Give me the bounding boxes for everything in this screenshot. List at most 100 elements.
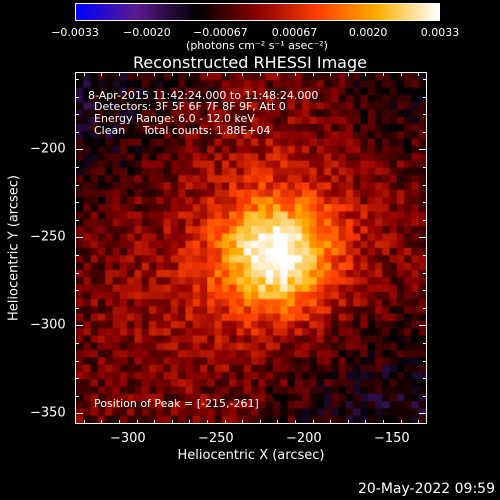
tick-mark bbox=[224, 72, 226, 76]
y-tick-label: −350 bbox=[30, 405, 66, 421]
y-tick-label: −250 bbox=[30, 229, 66, 245]
tick-mark bbox=[75, 96, 79, 98]
colorbar-tick-label: −0.0033 bbox=[51, 26, 99, 39]
colorbar-tick-label: 0.0033 bbox=[420, 26, 460, 39]
tick-mark bbox=[423, 360, 427, 362]
y-tick-label: −300 bbox=[30, 317, 66, 333]
tick-mark bbox=[330, 72, 332, 76]
tick-mark bbox=[75, 114, 79, 116]
tick-mark bbox=[119, 420, 120, 424]
colorbar-tick-label: −0.0020 bbox=[123, 26, 171, 39]
tick-mark bbox=[242, 420, 244, 424]
info-time-range: 8-Apr-2015 11:42:24.000 to 11:48:24.000 bbox=[88, 89, 319, 102]
tick-mark bbox=[295, 72, 296, 76]
tick-mark bbox=[365, 72, 367, 76]
tick-mark bbox=[423, 307, 427, 309]
tick-mark bbox=[75, 184, 79, 186]
tick-mark bbox=[101, 72, 103, 76]
colorbar-gradient bbox=[76, 4, 439, 20]
tick-mark bbox=[423, 96, 427, 98]
tick-mark bbox=[277, 72, 279, 76]
tick-mark bbox=[423, 114, 427, 116]
tick-mark bbox=[207, 420, 208, 424]
tick-mark bbox=[423, 343, 427, 345]
tick-mark bbox=[75, 237, 83, 239]
tick-mark bbox=[295, 420, 296, 424]
tick-mark bbox=[419, 325, 427, 327]
tick-mark bbox=[418, 420, 420, 424]
tick-mark bbox=[400, 72, 402, 76]
x-tick-label: −250 bbox=[197, 431, 234, 446]
tick-mark bbox=[136, 72, 138, 76]
colorbar-tick-label: 0.00067 bbox=[271, 26, 318, 39]
tick-mark bbox=[423, 79, 427, 81]
info-clean-total-counts: Clean Total counts: 1.88E+04 bbox=[94, 124, 271, 137]
tick-mark bbox=[136, 420, 138, 424]
tick-mark bbox=[75, 360, 79, 362]
tick-mark bbox=[75, 413, 83, 415]
tick-mark bbox=[75, 290, 79, 292]
tick-mark bbox=[330, 420, 332, 424]
tick-mark bbox=[75, 343, 79, 345]
x-tick-label: −200 bbox=[285, 431, 322, 446]
heatmap-image bbox=[76, 73, 426, 423]
y-axis-label: Heliocentric Y (arcsec) bbox=[6, 175, 22, 321]
tick-mark bbox=[75, 307, 79, 309]
tick-mark bbox=[75, 255, 79, 257]
tick-mark bbox=[75, 378, 79, 380]
tick-mark bbox=[75, 149, 83, 151]
tick-mark bbox=[312, 72, 314, 76]
tick-mark bbox=[423, 395, 427, 397]
tick-mark bbox=[259, 72, 261, 76]
tick-mark bbox=[400, 420, 402, 424]
tick-mark bbox=[423, 131, 427, 133]
tick-mark bbox=[423, 219, 427, 221]
tick-mark bbox=[383, 72, 384, 76]
tick-mark bbox=[242, 72, 244, 76]
tick-mark bbox=[259, 420, 261, 424]
tick-mark bbox=[154, 72, 156, 76]
tick-mark bbox=[119, 72, 120, 76]
tick-mark bbox=[75, 272, 79, 274]
tick-mark bbox=[83, 72, 85, 76]
info-detectors: Detectors: 3F 5F 6F 7F 8F 9F, Att 0 bbox=[94, 100, 286, 113]
x-tick-label: −150 bbox=[373, 431, 410, 446]
tick-mark bbox=[423, 202, 427, 204]
tick-mark bbox=[419, 413, 427, 415]
x-axis-label: Heliocentric X (arcsec) bbox=[177, 448, 325, 463]
tick-mark bbox=[418, 72, 420, 76]
colorbar bbox=[75, 3, 440, 21]
tick-mark bbox=[83, 420, 85, 424]
tick-mark bbox=[75, 202, 79, 204]
tick-mark bbox=[423, 290, 427, 292]
image-plot-area bbox=[75, 72, 427, 424]
tick-mark bbox=[75, 79, 79, 81]
tick-mark bbox=[189, 72, 191, 76]
tick-mark bbox=[423, 167, 427, 169]
tick-mark bbox=[101, 420, 103, 424]
tick-mark bbox=[75, 219, 79, 221]
tick-mark bbox=[365, 420, 367, 424]
tick-mark bbox=[423, 255, 427, 257]
tick-mark bbox=[423, 184, 427, 186]
tick-mark bbox=[277, 420, 279, 424]
tick-mark bbox=[207, 72, 208, 76]
tick-mark bbox=[189, 420, 191, 424]
tick-mark bbox=[347, 420, 349, 424]
colorbar-unit-label: (photons cm⁻² s⁻¹ asec⁻²) bbox=[186, 39, 328, 52]
y-tick-label: −200 bbox=[30, 141, 66, 157]
tick-mark bbox=[154, 420, 156, 424]
tick-mark bbox=[171, 420, 173, 424]
tick-mark bbox=[75, 395, 79, 397]
tick-mark bbox=[75, 131, 79, 133]
tick-mark bbox=[171, 72, 173, 76]
colorbar-tick-label: 0.0020 bbox=[348, 26, 388, 39]
info-energy-range: Energy Range: 6.0 - 12.0 keV bbox=[94, 112, 255, 125]
x-tick-label: −300 bbox=[109, 431, 146, 446]
tick-mark bbox=[347, 72, 349, 76]
tick-mark bbox=[419, 149, 427, 151]
tick-mark bbox=[224, 420, 226, 424]
tick-mark bbox=[312, 420, 314, 424]
colorbar-tick-label: −0.00067 bbox=[193, 26, 248, 39]
tick-mark bbox=[419, 237, 427, 239]
